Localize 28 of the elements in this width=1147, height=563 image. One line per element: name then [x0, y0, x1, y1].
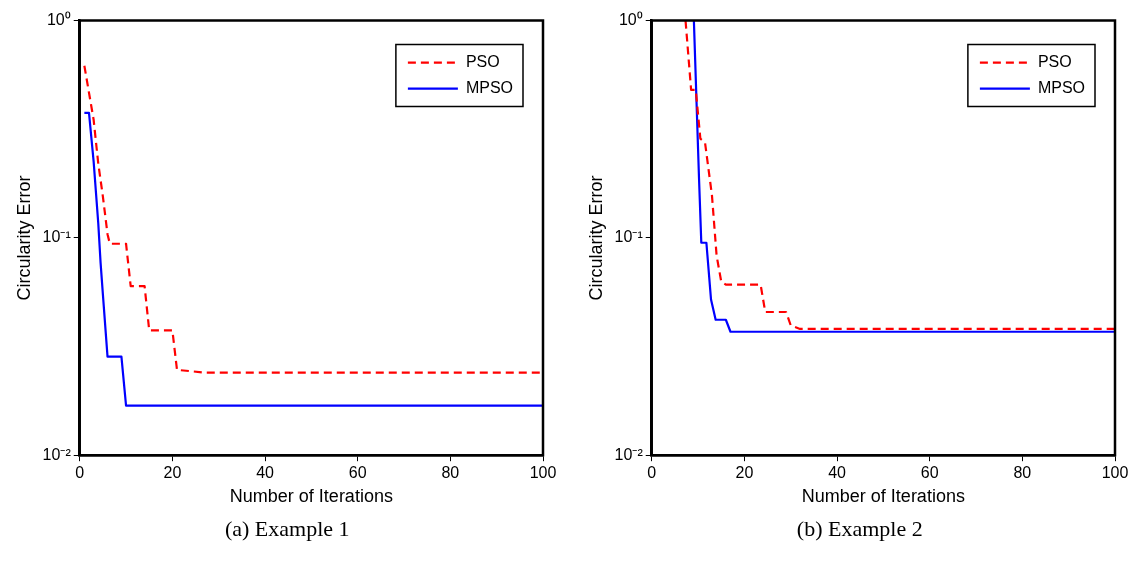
- y-axis-title: Circularity Error: [13, 175, 34, 301]
- text: (b) Example 2: [796, 516, 923, 542]
- y-tick-label: 10⁻¹: [614, 228, 643, 246]
- x-tick-label: 80: [1013, 464, 1032, 482]
- legend-label: PSO: [465, 53, 500, 71]
- y-tick-label: 10⁻²: [42, 445, 72, 463]
- x-tick-label: 0: [647, 464, 657, 482]
- x-axis-title: Number of Iterations: [802, 486, 966, 507]
- x-tick-label: 60: [921, 464, 939, 482]
- legend-label: MPSO: [1038, 79, 1086, 97]
- y-tick-label: 10⁻¹: [42, 228, 71, 246]
- x-tick-label: 40: [255, 464, 274, 482]
- y-tick-label: 10⁰: [46, 11, 71, 29]
- x-tick-label: 40: [828, 464, 847, 482]
- x-tick-label: 0: [75, 464, 85, 482]
- x-tick-label: 20: [163, 464, 182, 482]
- x-tick-label: 60: [348, 464, 367, 482]
- x-tick-label: 100: [1101, 464, 1129, 482]
- y-axis-title: Circularity Error: [586, 175, 607, 301]
- legend-label: MPSO: [465, 79, 513, 97]
- legend-label: PSO: [1038, 53, 1072, 71]
- x-axis-title: Number of Iterations: [229, 486, 393, 507]
- y-tick-label: 10⁻²: [614, 445, 644, 463]
- x-tick-label: 100: [529, 464, 557, 482]
- text: (a) Example 1: [224, 516, 350, 542]
- y-tick-label: 10⁰: [619, 11, 643, 29]
- x-tick-label: 20: [735, 464, 754, 482]
- x-tick-label: 80: [441, 464, 460, 482]
